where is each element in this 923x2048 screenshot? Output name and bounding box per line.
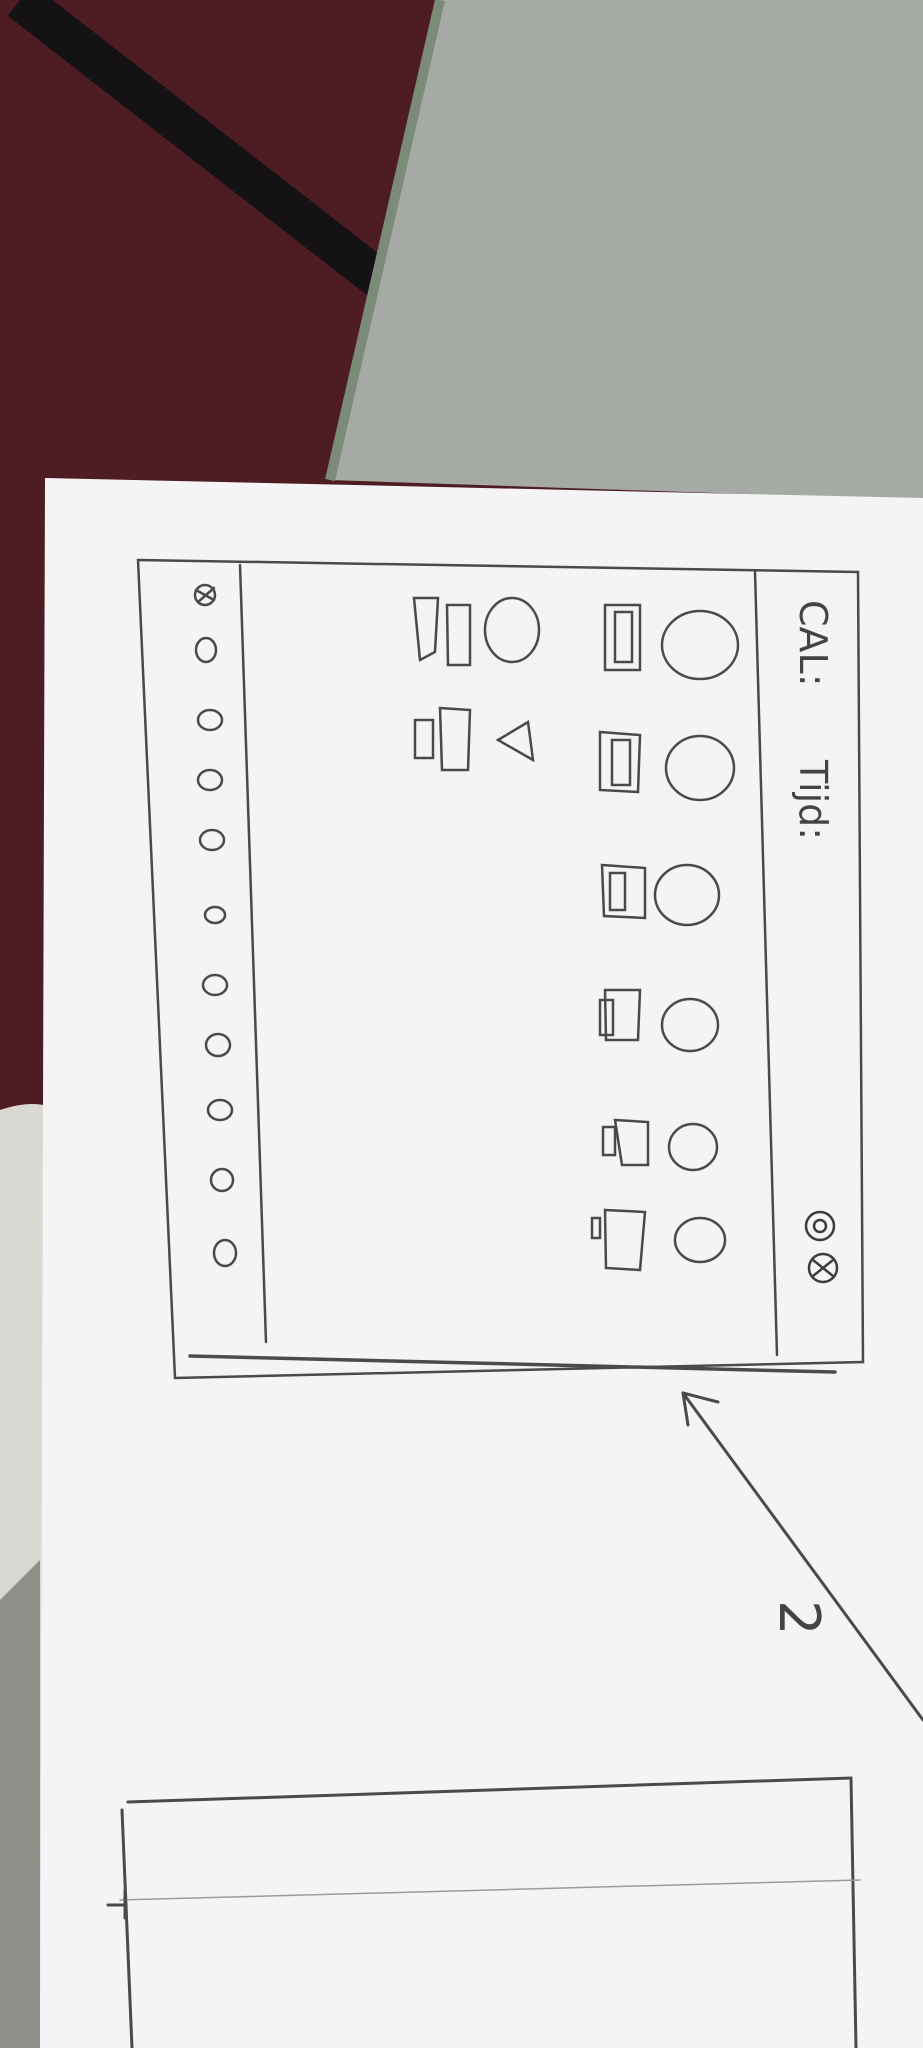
circle-icon[interactable] bbox=[812, 1218, 828, 1234]
time-label: Tijd: bbox=[791, 759, 835, 840]
square-icon[interactable] bbox=[613, 1118, 650, 1167]
second-frame-inner bbox=[119, 1879, 861, 1901]
circle-icon[interactable] bbox=[193, 583, 217, 607]
circle-icon[interactable] bbox=[196, 708, 224, 732]
circle-icon[interactable] bbox=[807, 1252, 839, 1284]
circle-icon[interactable] bbox=[673, 1216, 727, 1264]
square-icon[interactable] bbox=[598, 998, 615, 1037]
close-icon[interactable] bbox=[812, 1259, 834, 1277]
circle-icon[interactable] bbox=[483, 596, 541, 664]
circle-icon[interactable] bbox=[201, 973, 229, 997]
square-icon[interactable] bbox=[608, 871, 627, 912]
circle-icon[interactable] bbox=[667, 1122, 719, 1172]
square-icon[interactable] bbox=[603, 1208, 647, 1272]
circle-icon[interactable] bbox=[660, 609, 740, 681]
arrow-head bbox=[681, 1391, 720, 1427]
circle-icon[interactable] bbox=[212, 1238, 238, 1268]
header-icons bbox=[804, 1210, 839, 1284]
cal-label: CAL: bbox=[791, 600, 835, 687]
square-icon[interactable] bbox=[438, 706, 472, 772]
settings-icon[interactable] bbox=[804, 1210, 836, 1242]
wireframe-sketch bbox=[106, 558, 923, 2048]
circle-icon[interactable] bbox=[209, 1167, 235, 1193]
square-icon[interactable] bbox=[413, 718, 435, 760]
desk-surface bbox=[330, 0, 923, 500]
square-icon[interactable] bbox=[601, 1125, 617, 1157]
diamond-icon[interactable] bbox=[495, 719, 535, 763]
square-icon[interactable] bbox=[603, 988, 642, 1042]
desk-edge bbox=[325, 0, 445, 482]
close-icon[interactable] bbox=[194, 586, 216, 604]
square-icon[interactable] bbox=[445, 603, 472, 667]
second-frame-left bbox=[120, 1808, 134, 2048]
circle-icon[interactable] bbox=[206, 1098, 234, 1122]
circle-icon[interactable] bbox=[196, 768, 224, 792]
frame-bottom-line bbox=[188, 1354, 837, 1374]
square-icon[interactable] bbox=[613, 610, 634, 664]
desk-left bbox=[0, 1560, 40, 2048]
main-grid bbox=[412, 596, 740, 1272]
circle-icon[interactable] bbox=[660, 997, 720, 1053]
left-bar-items bbox=[193, 583, 238, 1268]
paper-sheet bbox=[40, 478, 923, 2048]
cable bbox=[7, 0, 393, 296]
second-frame-mark bbox=[106, 1888, 127, 1920]
arrow-line bbox=[681, 1391, 923, 1722]
circle-icon[interactable] bbox=[198, 828, 226, 852]
square-icon[interactable] bbox=[590, 1216, 602, 1240]
square-icon[interactable] bbox=[412, 596, 440, 662]
square-icon[interactable] bbox=[600, 863, 647, 920]
outer-frame bbox=[136, 558, 865, 1380]
annotation-number: 2 bbox=[766, 1600, 831, 1636]
left-bar-divider bbox=[238, 563, 268, 1344]
circle-icon[interactable] bbox=[204, 1032, 232, 1058]
header-divider bbox=[753, 570, 779, 1357]
circle-icon[interactable] bbox=[664, 734, 736, 802]
circle-icon[interactable] bbox=[194, 636, 218, 664]
square-icon[interactable] bbox=[598, 730, 642, 794]
square-icon[interactable] bbox=[603, 603, 642, 672]
square-icon[interactable] bbox=[610, 738, 632, 787]
circle-icon[interactable] bbox=[653, 863, 721, 927]
second-frame bbox=[126, 1776, 858, 2048]
circle-icon[interactable] bbox=[203, 905, 227, 925]
